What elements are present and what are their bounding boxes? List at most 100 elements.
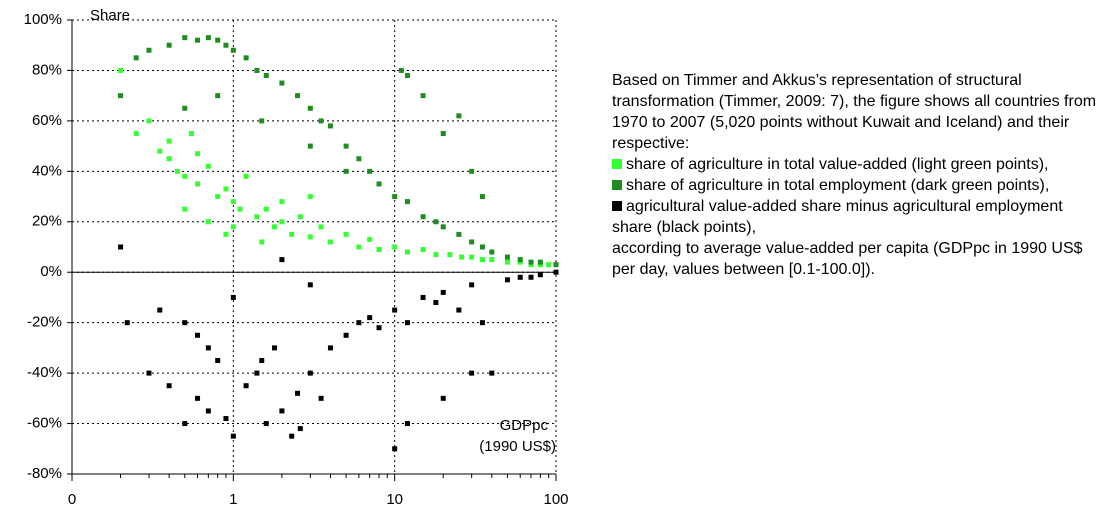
point [254,370,260,376]
point [420,247,426,253]
point [215,37,221,43]
point [307,105,313,111]
point [263,421,269,427]
point [479,320,485,326]
legend-entry: share of agriculture in total employment… [612,175,1098,196]
point [124,320,130,326]
y-tick-label: -40% [27,364,62,381]
legend-swatch [612,180,622,190]
point [404,249,410,255]
y-tick-label: 80% [32,61,62,78]
point [356,244,362,250]
point [327,123,333,129]
point [479,244,485,250]
legend: share of agriculture in total value-adde… [612,154,1098,238]
point [297,426,303,432]
point [546,262,552,268]
y-tick-label: 20% [32,213,62,230]
point [517,259,523,265]
y-tick-label: -80% [27,465,62,482]
point [272,345,278,351]
point [263,206,269,212]
point [279,257,285,263]
point [205,35,211,41]
point [188,131,194,136]
point [553,269,559,275]
point [243,55,249,61]
point [146,47,152,53]
point [205,345,211,351]
point [376,181,382,187]
point [528,274,534,280]
note: Based on Timmer and Akkus’s representati… [612,70,1098,280]
point [118,67,124,73]
point [182,173,188,179]
point [343,332,349,338]
point [254,214,260,220]
legend-entry: agricultural value-added share minus agr… [612,196,1098,238]
point [420,214,426,220]
note-outro: according to average value-added per cap… [612,240,1083,278]
point [243,173,249,179]
point [456,307,462,313]
point [254,67,260,73]
point [279,80,285,86]
annotation: (1990 US$) [479,438,556,455]
point [118,244,124,250]
legend-label: share of agriculture in total value-adde… [626,156,1049,173]
point [398,67,404,73]
point [537,272,543,278]
legend-swatch [612,159,622,169]
point [237,206,243,212]
point [195,151,201,157]
point [279,199,285,205]
point [504,254,510,260]
point [327,345,333,351]
point [182,421,188,427]
point [133,55,139,61]
point [223,416,229,422]
point [489,370,495,376]
point [376,247,382,253]
point [259,118,265,124]
chart: 100% 80% 60% 40% 20% 0% -20% -40% -60% -80% 0 1 10 10… [24,7,569,508]
legend-swatch [612,201,622,211]
point [118,93,124,99]
point [440,395,446,401]
point [469,370,475,376]
point [420,294,426,300]
point [433,252,439,258]
point [146,370,152,376]
point [166,156,172,162]
point [489,257,495,263]
point [215,358,221,363]
point [404,421,410,427]
point [279,219,285,225]
point [195,181,201,187]
point [469,168,475,174]
point [259,239,265,245]
point [404,72,410,78]
point [243,383,249,389]
y-tick-label: -20% [27,314,62,331]
point [528,259,534,265]
point [223,231,229,237]
point [404,320,410,326]
point [146,118,152,124]
y-tick-label: -60% [27,415,62,432]
point [307,194,313,200]
point [392,244,398,250]
point [318,118,324,124]
point [295,390,301,396]
point [318,395,324,401]
point [215,93,221,99]
point [367,168,373,174]
point [230,47,236,53]
y-tick-label: 60% [32,112,62,129]
point [195,37,201,43]
point [440,131,446,136]
point [259,358,265,363]
point [433,219,439,225]
point [469,282,475,288]
